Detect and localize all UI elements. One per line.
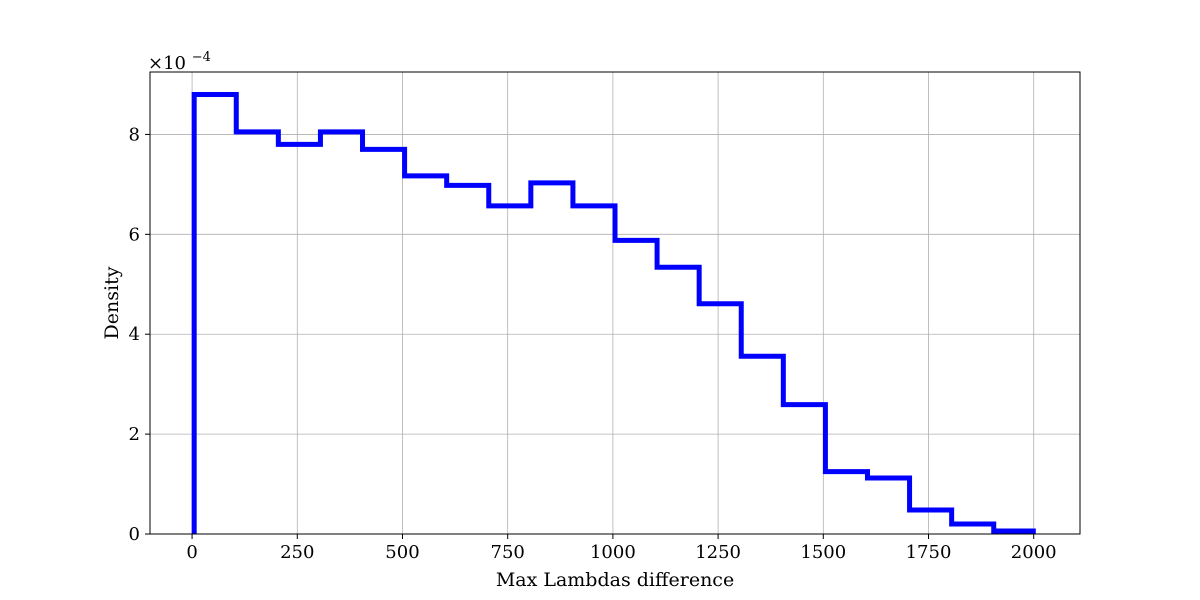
x-axis-label: Max Lambdas difference — [496, 569, 734, 591]
x-tick-label: 1750 — [906, 542, 952, 563]
y-axis-scale-exponent: ×10 −4 — [148, 50, 211, 74]
x-tick-label: 0 — [186, 542, 197, 563]
x-tick-label: 1000 — [590, 542, 636, 563]
y-tick-label: 0 — [129, 524, 140, 545]
x-tick-label: 250 — [280, 542, 314, 563]
histogram-step-line — [191, 91, 1036, 534]
y-axis-ticks: 0 2 4 6 8 — [129, 124, 150, 545]
x-tick-label: 1250 — [695, 542, 741, 563]
histogram-plot — [191, 91, 1036, 534]
y-tick-label: 8 — [129, 124, 140, 145]
y-tick-label: 6 — [129, 224, 140, 245]
y-axis-label: Density — [101, 266, 123, 339]
y-tick-label: 2 — [129, 424, 140, 445]
x-tick-label: 750 — [491, 542, 525, 563]
y-axis-scale-power: −4 — [192, 50, 211, 65]
x-tick-label: 1500 — [800, 542, 846, 563]
x-axis-ticks: 0 250 500 750 1000 1250 1500 1750 2000 — [186, 534, 1057, 563]
x-tick-label: 2000 — [1011, 542, 1057, 563]
plot-area-frame — [149, 71, 1081, 535]
y-tick-label: 4 — [129, 324, 140, 345]
x-tick-label: 500 — [385, 542, 419, 563]
y-axis-scale-base: ×10 — [148, 53, 186, 74]
